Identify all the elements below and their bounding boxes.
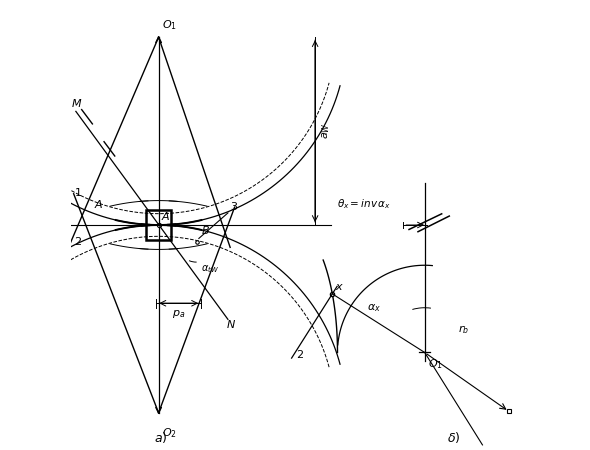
Text: $\theta_x = inv\,\alpha_x$: $\theta_x = inv\,\alpha_x$	[337, 197, 392, 211]
Text: $2$: $2$	[74, 235, 81, 247]
Text: $a_W$: $a_W$	[320, 123, 332, 140]
Text: $a)$: $a)$	[154, 430, 168, 445]
Text: $A$: $A$	[161, 210, 171, 222]
Text: $1$: $1$	[74, 186, 81, 198]
Text: $\alpha_x$: $\alpha_x$	[366, 302, 381, 314]
Text: $A$: $A$	[94, 198, 103, 210]
Text: $\delta)$: $\delta)$	[447, 430, 460, 445]
Text: $x$: $x$	[335, 282, 343, 292]
Text: $3$: $3$	[230, 200, 238, 212]
Text: $2$: $2$	[296, 348, 304, 360]
Text: $N$: $N$	[226, 318, 236, 330]
Text: $r_b$: $r_b$	[458, 324, 470, 336]
Text: $O_1$: $O_1$	[162, 18, 177, 32]
Text: $M$: $M$	[71, 97, 83, 109]
Text: $B$: $B$	[201, 224, 210, 236]
Text: $O_1$: $O_1$	[428, 357, 443, 370]
Text: $\alpha_{tW}$: $\alpha_{tW}$	[201, 263, 219, 275]
Text: $p_a$: $p_a$	[172, 308, 185, 320]
Bar	[146, 210, 171, 240]
Text: $O_2$: $O_2$	[162, 426, 177, 440]
